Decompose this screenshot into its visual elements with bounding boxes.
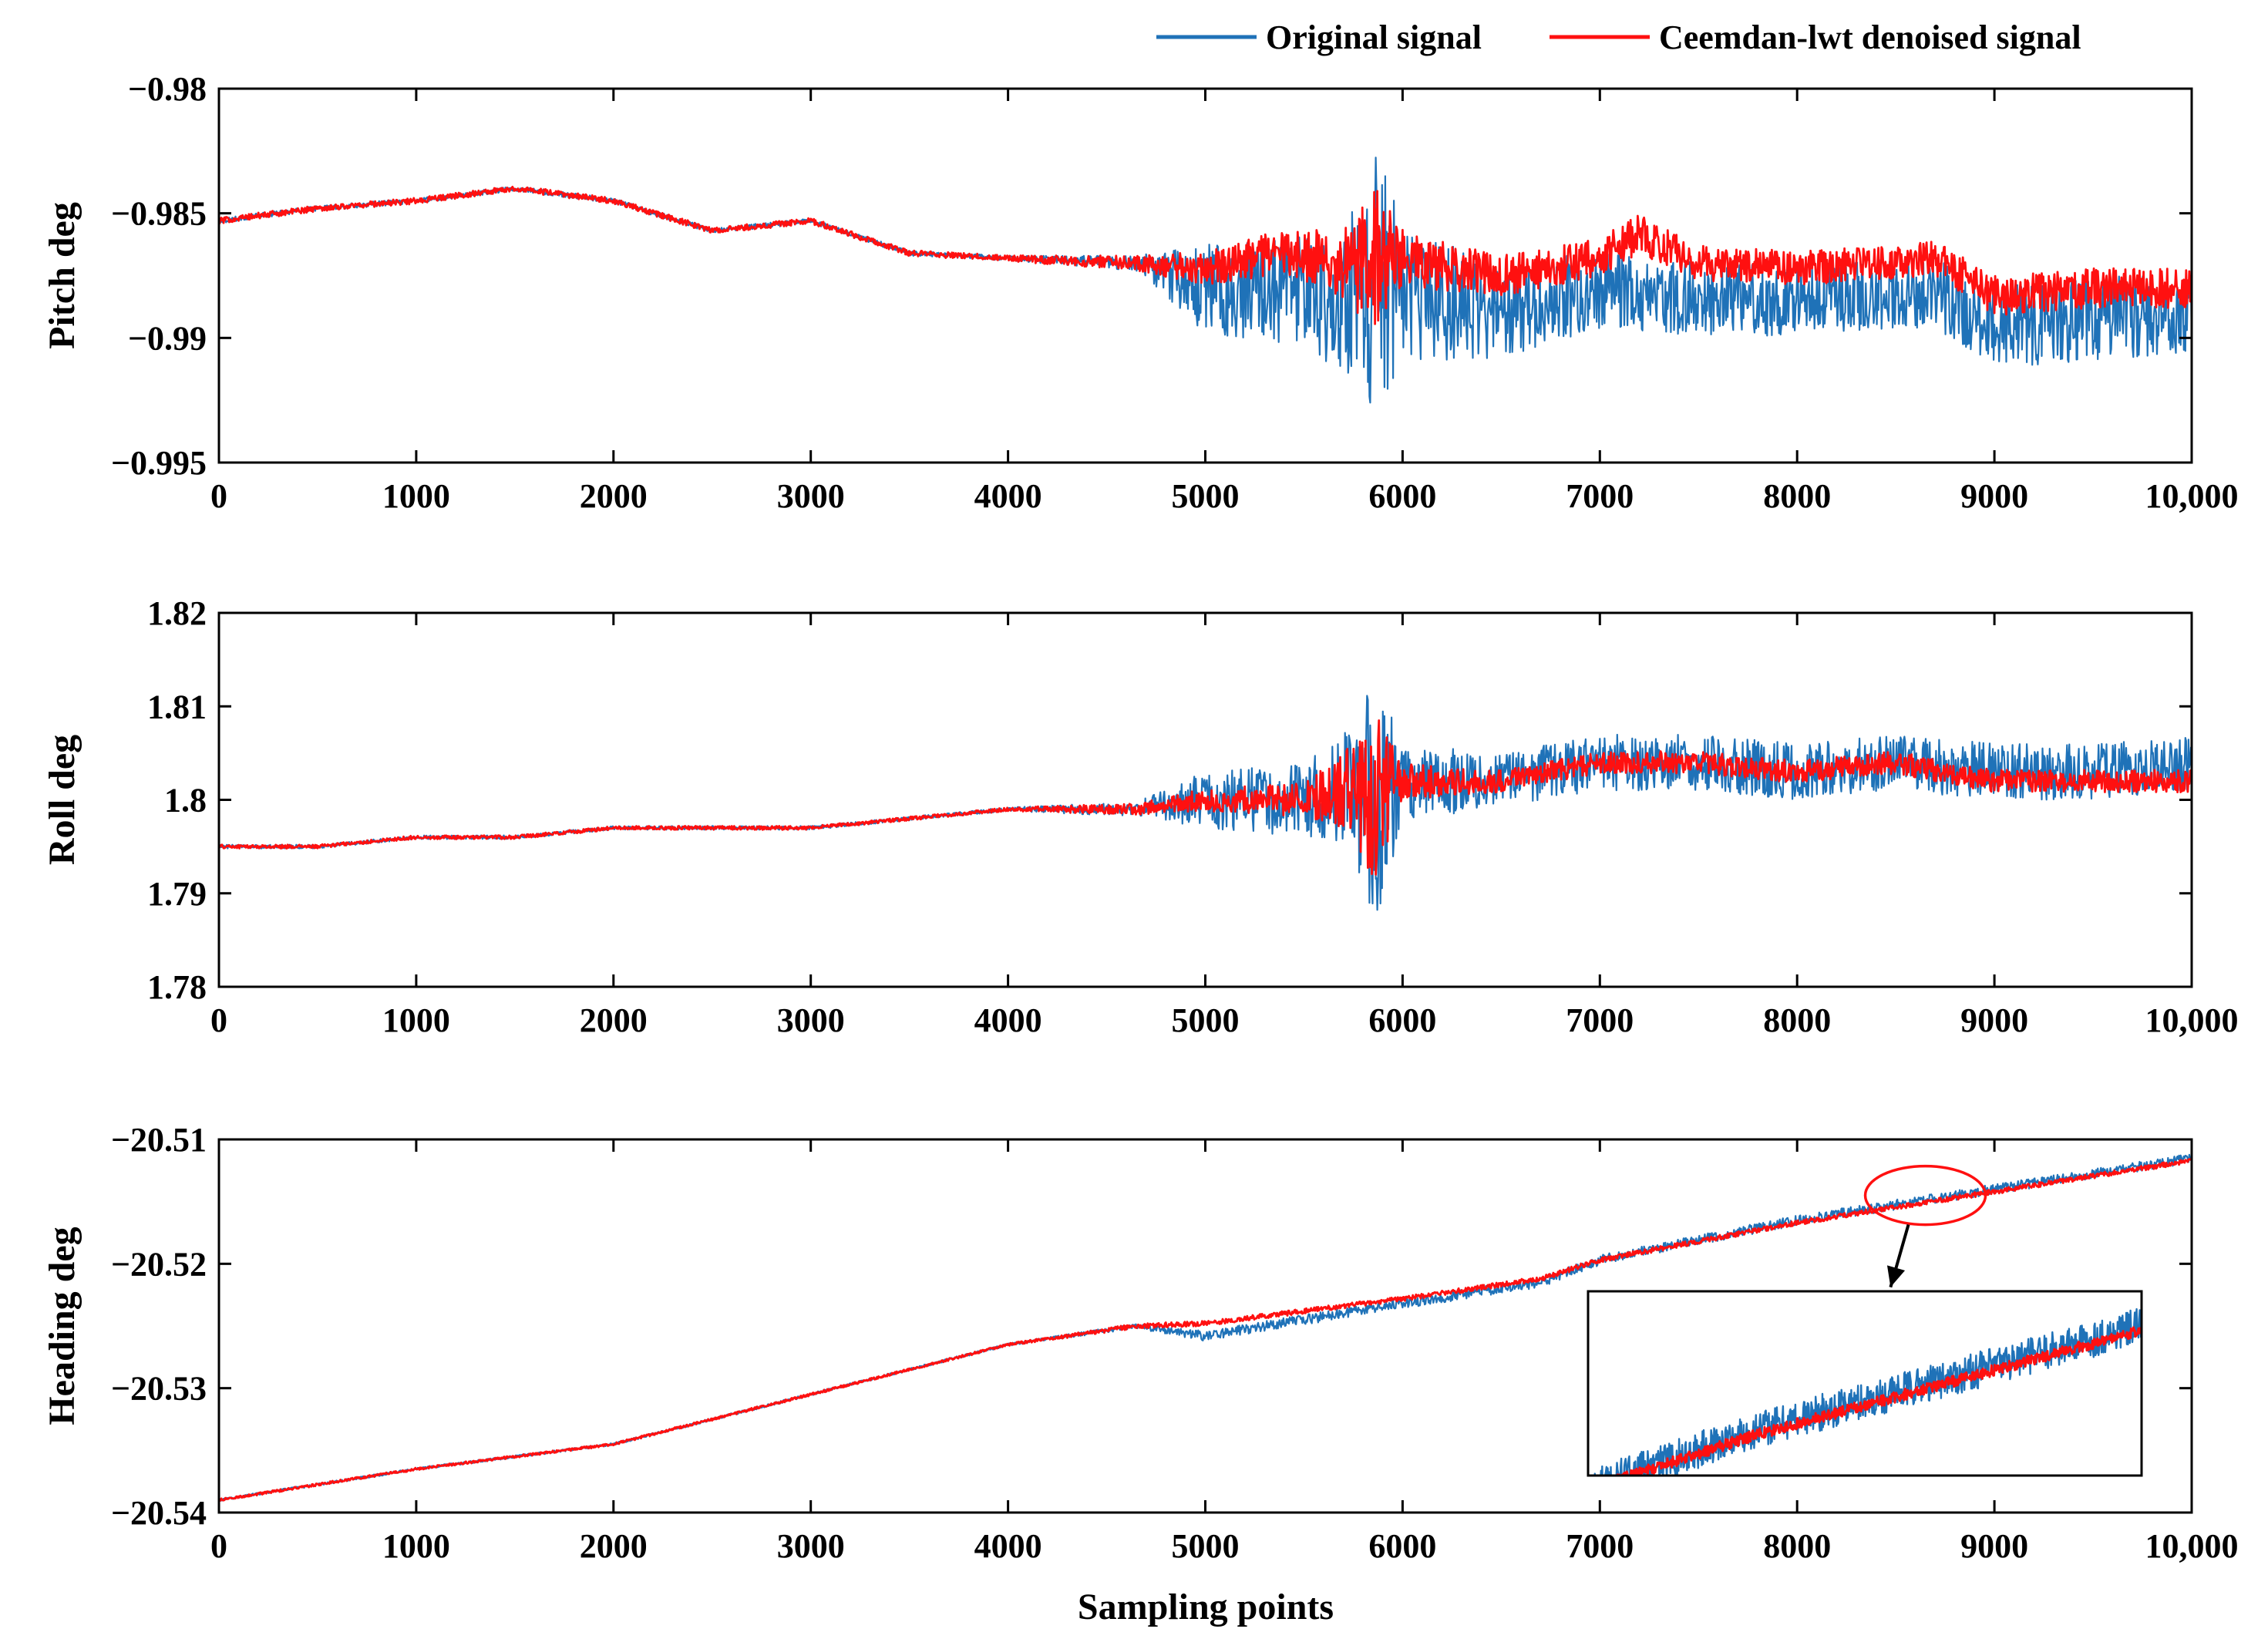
panel-heading-deg: 0 1000 2000 3000 4000 5000 6000 7000 8000 9000 10,… [42, 1121, 2239, 1565]
series-line-original [219, 156, 2192, 404]
x-tick-label: 2000 [580, 477, 648, 515]
x-tick-label: 5000 [1172, 477, 1240, 515]
y-tick-label: −20.51 [111, 1121, 207, 1159]
x-tick-label: 10,000 [2145, 477, 2239, 515]
x-tick-label: 0 [210, 1001, 227, 1039]
x-tick-label: 1000 [382, 1527, 450, 1565]
x-tick-label: 8000 [1763, 477, 1831, 515]
series-line-denoised [219, 1157, 2192, 1502]
series-line-denoised [219, 186, 2192, 325]
x-tick-label: 10,000 [2145, 1527, 2239, 1565]
x-tick-label: 7000 [1566, 1527, 1634, 1565]
y-tick-label: −0.985 [111, 195, 207, 233]
y-tick-label: 1.81 [147, 688, 207, 725]
y-axis-title: Pitch deg [42, 202, 82, 349]
y-tick-label: 1.78 [147, 968, 207, 1006]
legend-original-label: Original signal [1266, 19, 1482, 56]
x-tick-label: 2000 [580, 1001, 648, 1039]
series-group [219, 1153, 2192, 1502]
series-group [219, 156, 2192, 404]
series-line-denoised [219, 719, 2192, 876]
x-tick-label: 4000 [974, 1001, 1042, 1039]
y-tick-label: 1.82 [147, 594, 207, 632]
inset-series-group [1588, 1307, 2142, 1476]
x-tick-label: 6000 [1368, 1001, 1436, 1039]
series-group [219, 695, 2192, 911]
inset-frame [1587, 1290, 2143, 1477]
shared-x-axis-title: Sampling points [1078, 1587, 1334, 1627]
x-tick-label: 9000 [1960, 1527, 2028, 1565]
y-axis-title: Heading deg [42, 1227, 82, 1425]
x-tick-label: 6000 [1368, 1527, 1436, 1565]
x-tick-label: 8000 [1763, 1001, 1831, 1039]
x-tick-label: 2000 [580, 1527, 648, 1565]
legend: Original signal Ceemdan-lwt denoised sig… [1156, 19, 2081, 56]
x-tick-label: 6000 [1368, 477, 1436, 515]
legend-denoised-label: Ceemdan-lwt denoised signal [1659, 19, 2081, 56]
panel-pitch-deg: 0 1000 2000 3000 4000 5000 6000 7000 8000 9000 10,… [42, 70, 2239, 515]
x-tick-label: 1000 [382, 1001, 450, 1039]
inset-line-denoised [1611, 1326, 2142, 1476]
x-tick-label: 3000 [777, 1527, 845, 1565]
y-tick-label: −20.52 [111, 1245, 207, 1283]
y-tick-label: −0.99 [128, 319, 207, 357]
x-tick-label: 3000 [777, 1001, 845, 1039]
y-tick-label: 1.79 [147, 875, 207, 913]
x-tick-label: 4000 [974, 477, 1042, 515]
y-tick-label: −0.98 [128, 70, 207, 108]
y-tick-label: −20.53 [111, 1370, 207, 1408]
y-tick-label: −20.54 [111, 1494, 207, 1532]
x-tick-label: 7000 [1566, 477, 1634, 515]
x-tick-label: 10,000 [2145, 1001, 2239, 1039]
zoom-arrow-head [1886, 1265, 1906, 1287]
x-tick-label: 0 [210, 1527, 227, 1565]
x-tick-label: 8000 [1763, 1527, 1831, 1565]
x-tick-label: 3000 [777, 477, 845, 515]
x-tick-label: 5000 [1172, 1527, 1240, 1565]
x-tick-label: 9000 [1960, 477, 2028, 515]
x-tick-label: 4000 [974, 1527, 1042, 1565]
x-tick-label: 5000 [1172, 1001, 1240, 1039]
x-tick-label: 7000 [1566, 1001, 1634, 1039]
y-tick-label: −0.995 [111, 444, 207, 482]
y-tick-label: 1.8 [164, 782, 207, 819]
x-tick-label: 0 [210, 477, 227, 515]
panel-roll-deg: 0 1000 2000 3000 4000 5000 6000 7000 8000 9000 10,… [42, 594, 2239, 1039]
zoom-ellipse [1863, 1164, 1987, 1227]
x-tick-label: 1000 [382, 477, 450, 515]
y-axis-title: Roll deg [42, 735, 82, 865]
x-tick-label: 9000 [1960, 1001, 2028, 1039]
